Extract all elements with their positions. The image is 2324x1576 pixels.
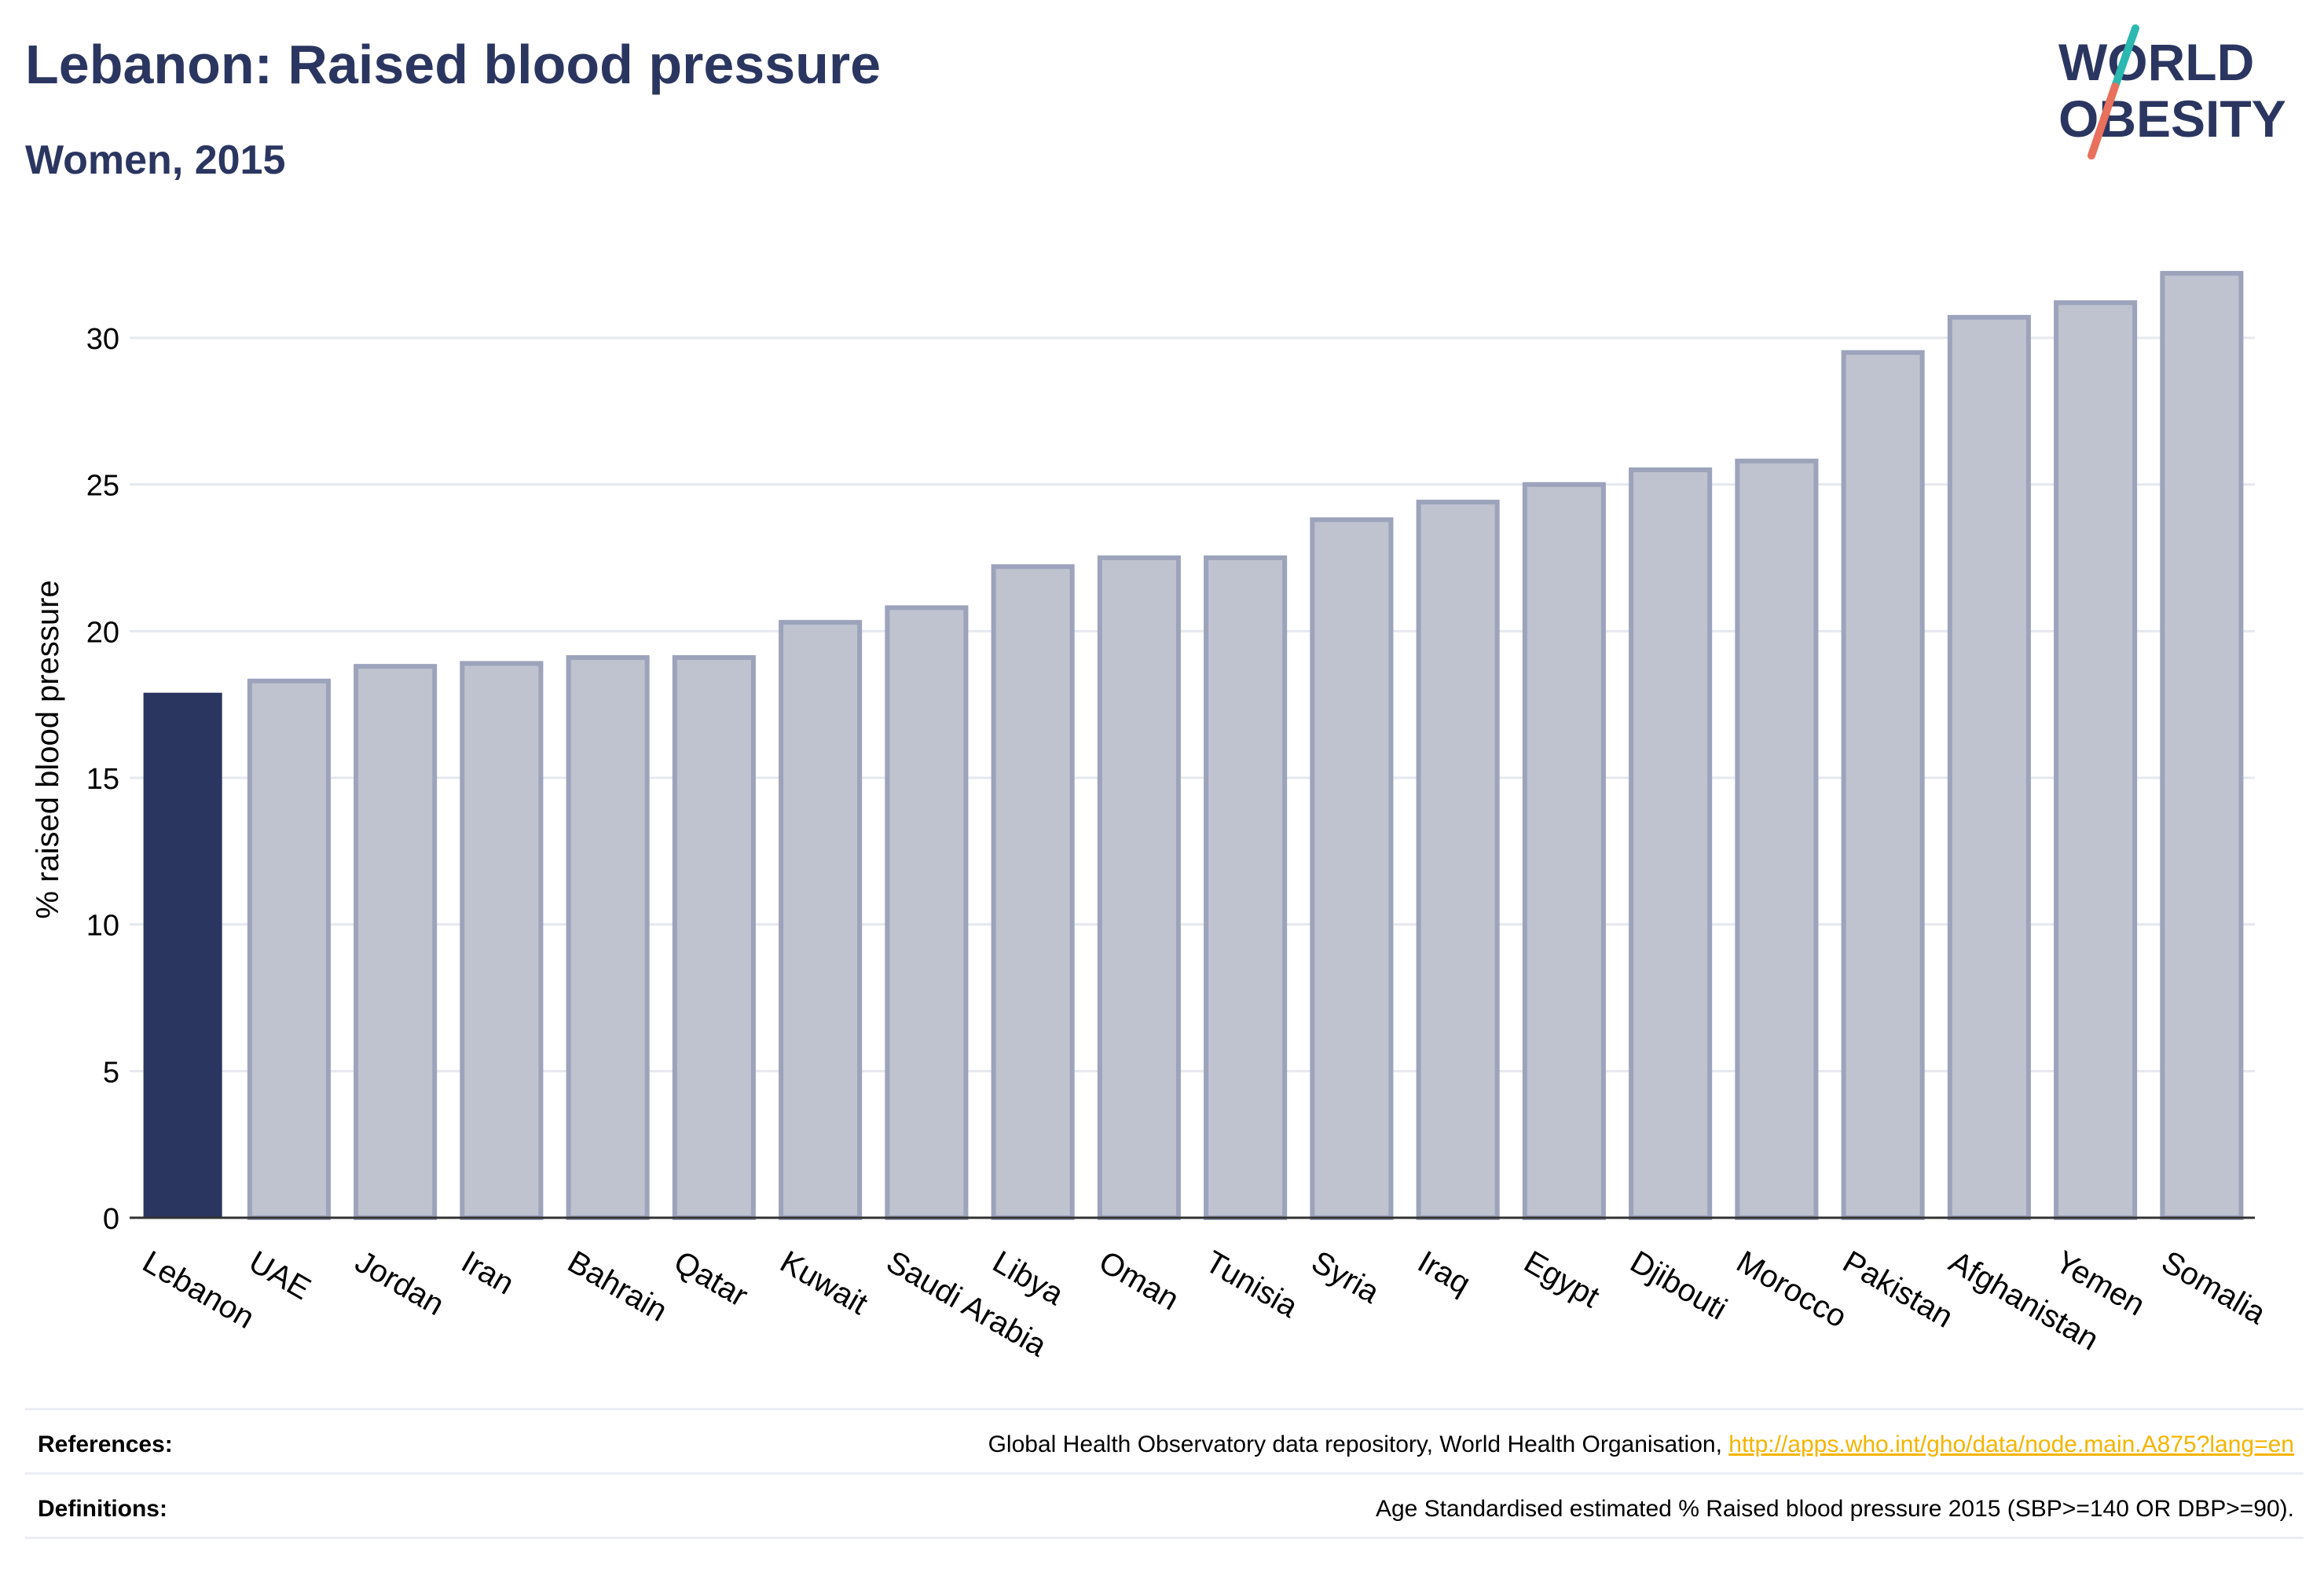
x-tick-label: Djibouti: [1625, 1244, 1733, 1327]
y-tick-labels: 0 5 10 15 20 25 30: [86, 323, 119, 1236]
references-text: Global Health Observatory data repositor…: [988, 1431, 2294, 1458]
bar-jordan: [354, 664, 438, 1220]
bar-pakistan: [1841, 350, 1925, 1221]
bar-somalia: [2160, 270, 2244, 1220]
x-tick-label: Lebanon: [137, 1244, 260, 1336]
bars: [143, 270, 2244, 1221]
x-tick-label: Tunisia: [1200, 1244, 1304, 1325]
bar-lebanon: [143, 692, 222, 1218]
chart-subtitle: Women, 2015: [25, 137, 286, 183]
x-tick-label: Egypt: [1518, 1244, 1605, 1314]
bar-egypt: [1522, 482, 1606, 1220]
y-tick-label: 5: [103, 1056, 119, 1089]
y-tick-label: 20: [86, 616, 119, 649]
y-tick-label: 0: [103, 1203, 119, 1236]
bar-oman: [1097, 555, 1181, 1220]
chart-title: Lebanon: Raised blood pressure: [25, 34, 882, 95]
footer-divider-middle: [25, 1472, 2304, 1475]
bar-bahrain: [566, 654, 650, 1220]
y-tick-label: 15: [86, 763, 119, 796]
y-axis-label: % raised blood pressure: [31, 580, 65, 918]
bar-uae: [247, 678, 331, 1220]
bar-morocco: [1735, 458, 1819, 1220]
references-label: References:: [38, 1431, 173, 1457]
x-tick-label: Kuwait: [775, 1244, 874, 1321]
bar-libya: [991, 564, 1075, 1220]
logo-line-world: WORLD: [2058, 33, 2254, 91]
bar-syria: [1310, 517, 1394, 1220]
y-tick-label: 25: [86, 470, 119, 503]
definitions-text: Age Standardised estimated % Raised bloo…: [1375, 1496, 2294, 1522]
footer-divider-bottom: [25, 1537, 2304, 1539]
x-tick-label: Morocco: [1731, 1244, 1853, 1335]
x-tick-label: Syria: [1306, 1244, 1386, 1310]
bar-iran: [460, 661, 544, 1220]
y-tick-label: 10: [86, 910, 119, 943]
world-obesity-logo: WORLD OBESITY: [2058, 24, 2286, 159]
gridlines: [130, 336, 2255, 1072]
x-tick-label: UAE: [243, 1244, 316, 1307]
definitions-label: Definitions:: [38, 1496, 167, 1522]
bar-afghanistan: [1947, 314, 2031, 1220]
bar-iraq: [1416, 500, 1500, 1220]
bar-djibouti: [1629, 467, 1713, 1220]
x-tick-label: Somalia: [2156, 1244, 2272, 1332]
logo-slash-top: [2111, 24, 2139, 90]
x-tick-label: Iraq: [1412, 1244, 1476, 1302]
references-link[interactable]: http://apps.who.int/gho/data/node.main.A…: [1728, 1431, 2294, 1457]
bar-kuwait: [779, 620, 863, 1220]
footer-divider-top: [25, 1408, 2304, 1410]
bar-saudi-arabia: [885, 605, 969, 1220]
bar-qatar: [672, 654, 756, 1220]
x-tick-label: Qatar: [668, 1244, 753, 1314]
x-tick-label: Bahrain: [562, 1244, 673, 1329]
x-tick-label: Oman: [1093, 1244, 1184, 1318]
x-tick-label: Jordan: [350, 1244, 450, 1322]
x-tick-label: Pakistan: [1837, 1244, 1959, 1335]
references-source: Global Health Observatory data repositor…: [988, 1431, 1729, 1457]
logo-slash-bottom: [2088, 82, 2119, 159]
bar-tunisia: [1204, 555, 1288, 1220]
x-tick-label: Libya: [987, 1244, 1069, 1312]
bar-yemen: [2054, 300, 2138, 1221]
x-tick-label: Iran: [456, 1244, 520, 1302]
y-tick-label: 30: [86, 323, 119, 356]
